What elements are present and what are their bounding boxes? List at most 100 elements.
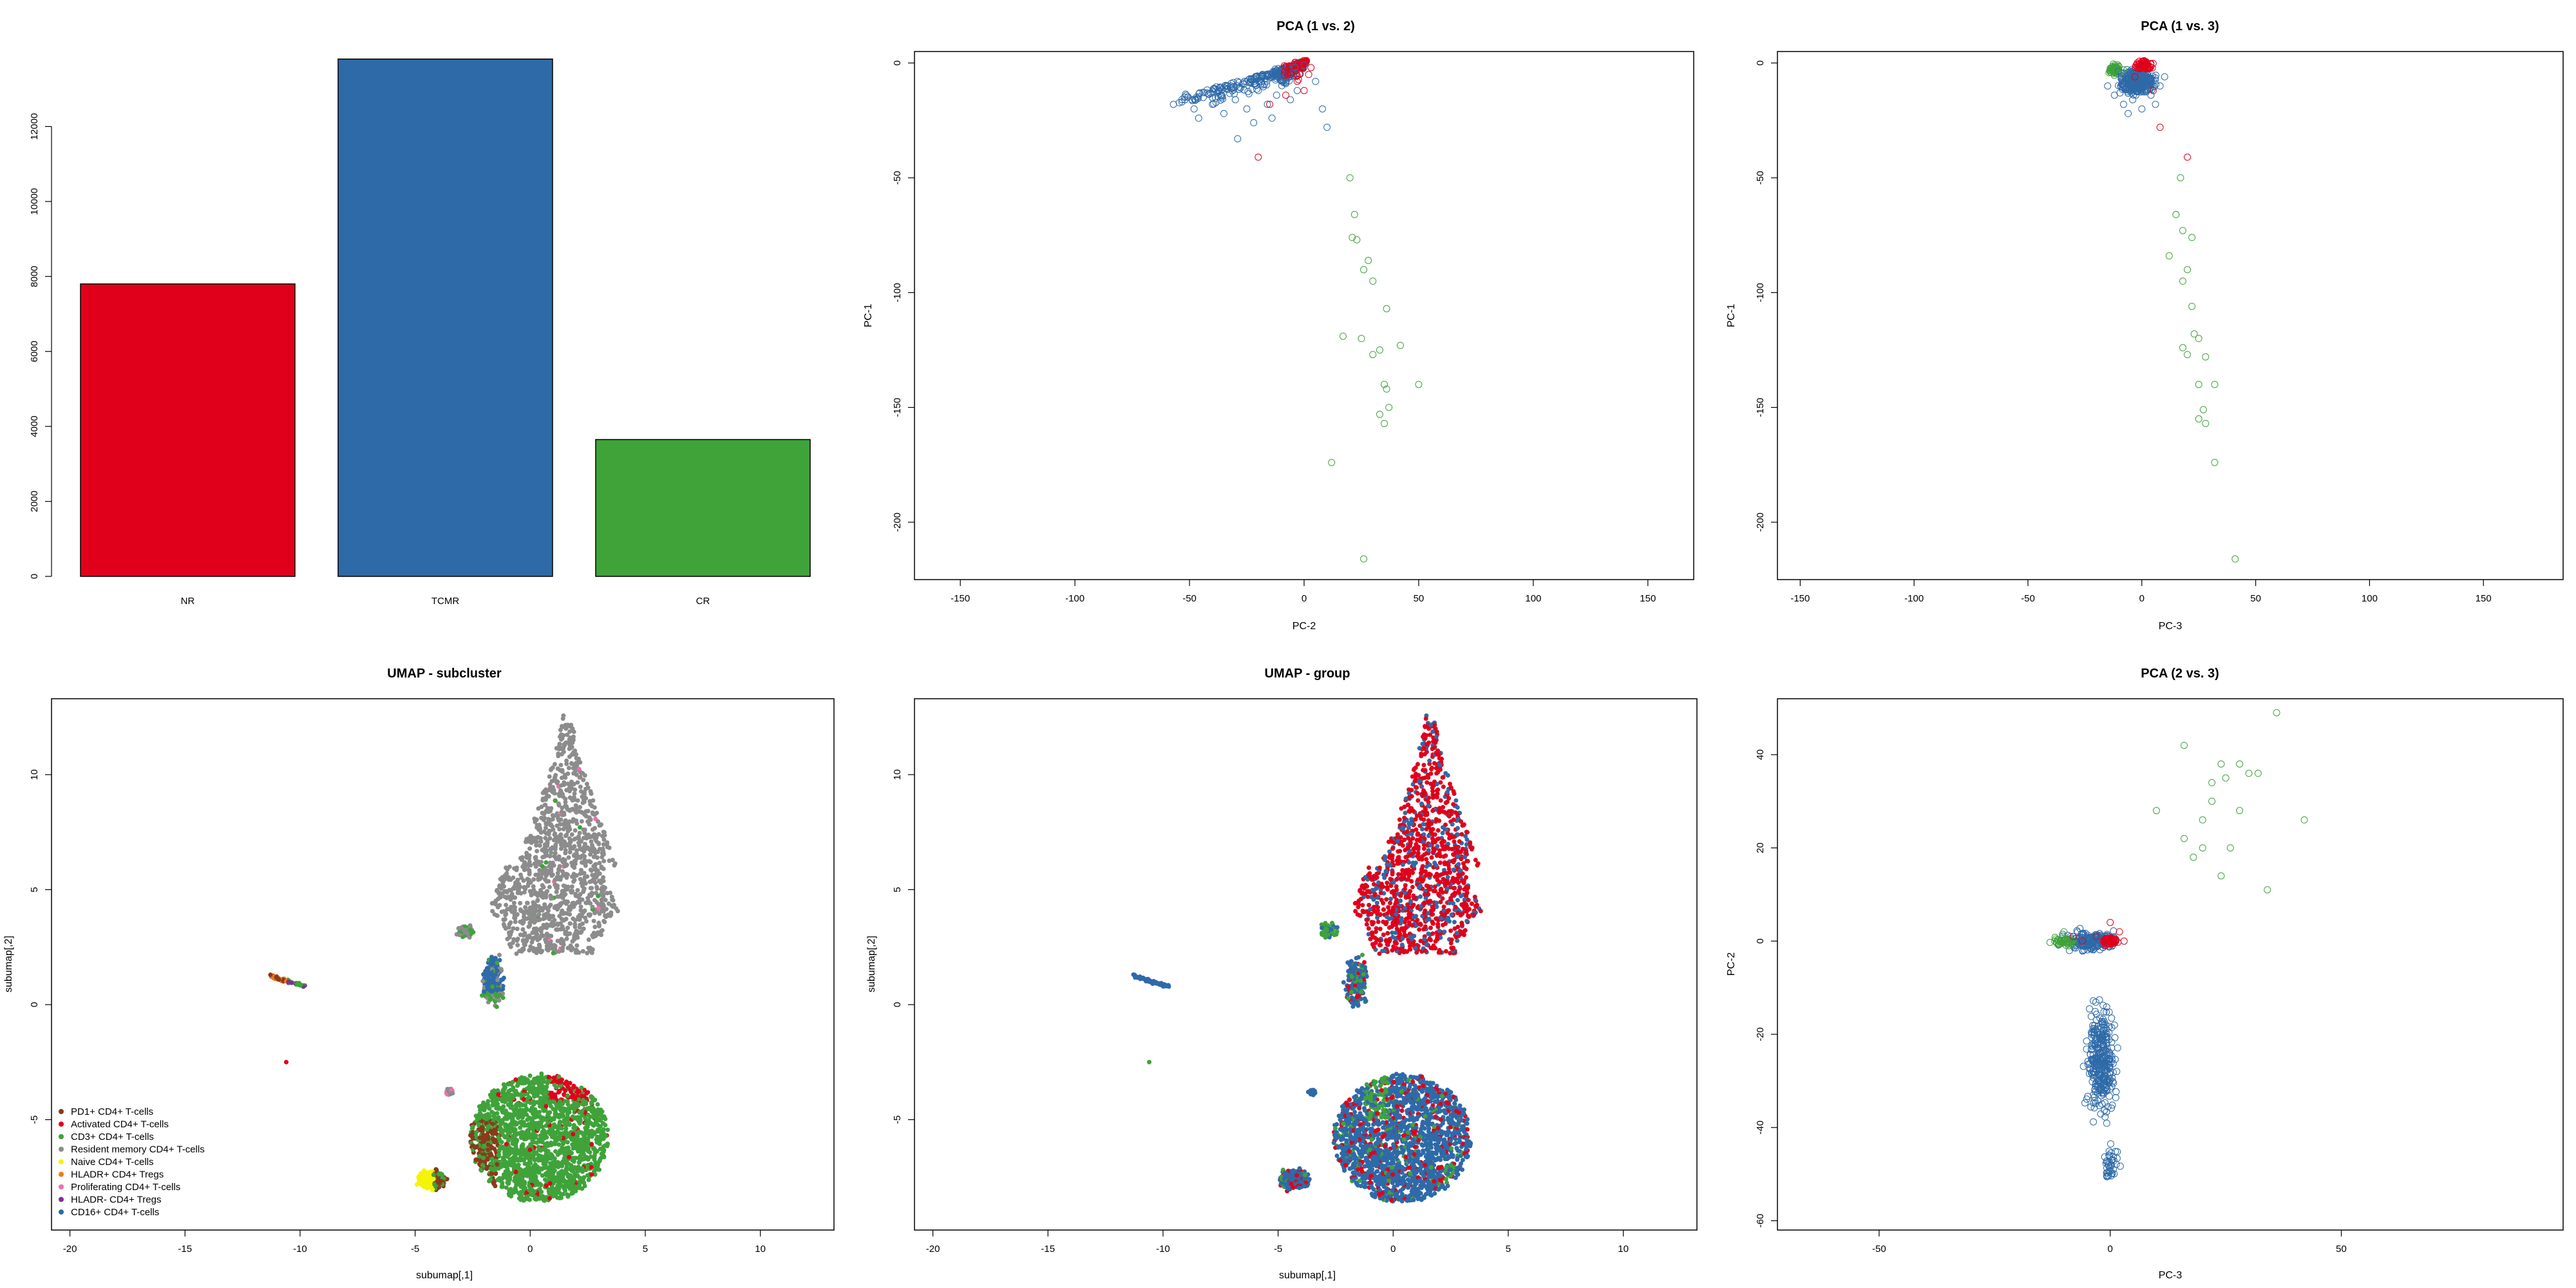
umap-sub-point xyxy=(587,893,592,898)
pca13-point xyxy=(2122,86,2130,93)
umap-sub-point xyxy=(573,1139,578,1144)
umap-sub-point xyxy=(549,789,554,794)
umap-sub-point xyxy=(514,866,519,871)
umap-sub-point xyxy=(548,1099,553,1104)
umap-sub-point xyxy=(558,832,564,837)
umap-sub-point xyxy=(553,1108,558,1113)
umap-sub-x-tick-label: 10 xyxy=(755,1244,766,1255)
umap-sub-point xyxy=(615,909,620,914)
pca12-point xyxy=(1180,93,1188,101)
umap-sub-point xyxy=(544,1153,549,1159)
bar-category-label: CR xyxy=(696,596,710,607)
umap-sub-point xyxy=(536,1170,542,1175)
umap-sub-point xyxy=(548,767,553,772)
pca12-point xyxy=(1222,82,1229,90)
umap-sub-point xyxy=(601,837,607,842)
umap-sub-point xyxy=(489,1157,495,1162)
pca13-point xyxy=(2146,64,2154,72)
umap-sub-point xyxy=(601,1153,606,1159)
pca12-y-tick-label: -50 xyxy=(892,171,903,185)
pca13-point xyxy=(2195,335,2202,343)
umap-sub-point xyxy=(611,898,616,903)
umap-sub-point xyxy=(498,1144,503,1150)
umap-sub-point xyxy=(574,772,579,777)
umap-sub-point xyxy=(545,843,550,848)
umap-sub-point xyxy=(506,1148,511,1153)
umap-sub-point xyxy=(560,768,565,773)
umap-sub-point xyxy=(523,905,528,910)
pca13-point xyxy=(2231,555,2239,563)
umap-sub-point xyxy=(574,1146,579,1151)
umap-sub-point xyxy=(571,1167,576,1172)
umap-sub-point xyxy=(485,1132,490,1137)
pca13-point xyxy=(2146,86,2154,93)
umap-sub-point xyxy=(523,886,528,891)
umap-sub-point xyxy=(526,1095,531,1101)
umap-sub-point xyxy=(564,758,569,763)
pca13-point xyxy=(2129,96,2137,104)
umap-sub-point xyxy=(600,889,605,895)
legend-label: CD3+ CD4+ T-cells xyxy=(71,1132,154,1142)
pca13-point xyxy=(2152,100,2159,108)
umap-sub-point xyxy=(583,1099,589,1104)
pca12-point xyxy=(1182,91,1190,99)
umap-sub-point xyxy=(589,1094,594,1099)
umap-sub-point xyxy=(505,1111,510,1116)
umap-sub-point xyxy=(546,1075,551,1080)
umap-sub-point xyxy=(481,989,486,994)
umap-sub-point xyxy=(558,921,564,926)
pca13-point xyxy=(2137,65,2145,73)
pca12-point xyxy=(1260,80,1268,88)
pca13-x-tick-label: 50 xyxy=(2250,593,2261,604)
pca12-point xyxy=(1195,114,1202,122)
umap-sub-point xyxy=(487,980,492,985)
umap-sub-point xyxy=(531,1166,536,1171)
umap-sub-point xyxy=(588,867,593,873)
pca12-point xyxy=(1340,332,1347,340)
umap-sub-point xyxy=(524,837,529,842)
pca12-point xyxy=(1190,105,1198,113)
umap-sub-point xyxy=(506,1179,511,1184)
umap-sub-point xyxy=(516,1162,521,1168)
umap-sub-point xyxy=(504,902,509,907)
umap-sub-point xyxy=(526,1163,531,1168)
umap-sub-point xyxy=(510,1117,515,1122)
umap-sub-point xyxy=(565,1118,570,1123)
umap-sub-point xyxy=(574,755,579,761)
pca12-points xyxy=(1170,57,1423,563)
umap-sub-point xyxy=(592,826,597,831)
umap-sub-point xyxy=(563,1088,568,1094)
pca12-point xyxy=(1181,96,1189,104)
umap-sub-point xyxy=(563,797,568,802)
umap-sub-point xyxy=(509,893,515,898)
umap-sub-point xyxy=(547,1181,553,1186)
umap-sub-point xyxy=(532,1132,537,1137)
umap-sub-point xyxy=(535,898,540,904)
umap-group-points xyxy=(1131,713,1483,1204)
pca13-point xyxy=(2125,79,2132,86)
umap-sub-point xyxy=(576,1164,581,1170)
pca13-point xyxy=(2202,353,2210,361)
pca12-point xyxy=(1264,100,1271,108)
umap-sub-point xyxy=(489,1171,494,1176)
umap-sub-point xyxy=(556,1124,562,1129)
pca13-point xyxy=(2131,73,2139,80)
pca12-point xyxy=(1220,109,1227,117)
umap-sub-point xyxy=(569,874,574,879)
umap-sub-point xyxy=(521,933,526,938)
umap-sub-point xyxy=(573,1126,578,1131)
legend-swatch xyxy=(59,1159,64,1164)
umap-sub-point xyxy=(543,825,548,830)
pca13-point xyxy=(2120,100,2128,108)
pca13-point xyxy=(2110,91,2118,99)
umap-sub-point xyxy=(456,926,461,931)
umap-sub-point xyxy=(502,1152,507,1157)
pca13-x-tick-label: 0 xyxy=(2139,593,2145,604)
umap-sub-point xyxy=(503,1124,508,1129)
legend-label: Naive CD4+ T-cells xyxy=(71,1157,154,1168)
pca13-point xyxy=(2139,79,2146,86)
umap-sub-point xyxy=(505,1097,510,1103)
umap-sub-point xyxy=(572,937,577,942)
umap-sub-point xyxy=(529,940,535,945)
umap-sub-point xyxy=(540,1146,545,1151)
